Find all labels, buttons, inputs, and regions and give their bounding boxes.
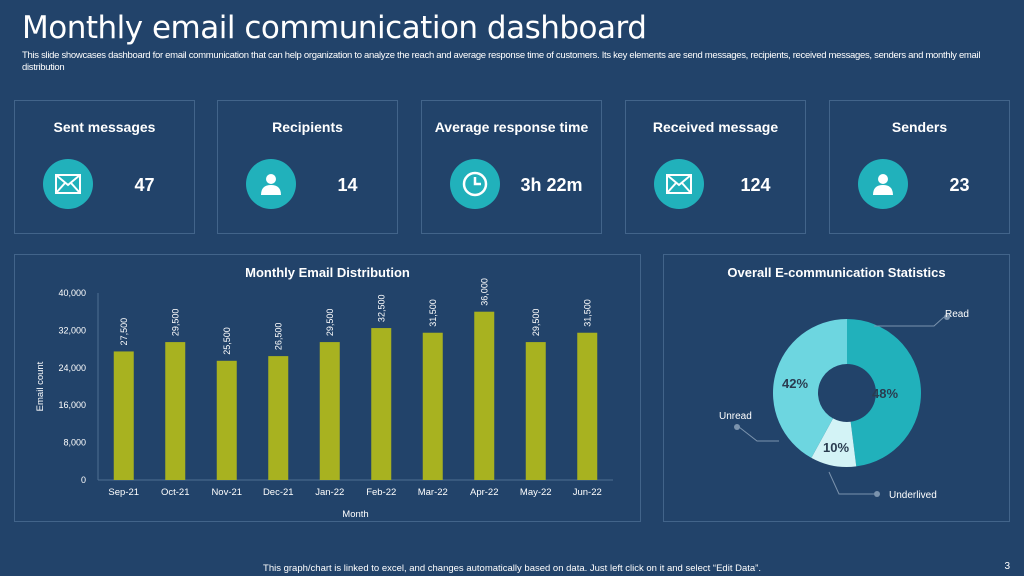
legend-label: Unread [719, 411, 752, 422]
page-subtitle: This slide showcases dashboard for email… [22, 50, 981, 73]
bar [113, 351, 134, 480]
kpi-card: Average response time 3h 22m [421, 100, 602, 234]
y-tick-label: 32,000 [58, 325, 86, 335]
legend-label: Underlived [889, 490, 937, 501]
slice-percent-label: 48% [872, 386, 898, 401]
donut-slice-underlived [811, 418, 857, 467]
x-tick-label: May-22 [520, 487, 552, 498]
data-label: 31,500 [428, 299, 438, 327]
data-label: 26,500 [273, 323, 283, 351]
leader-dot [944, 314, 950, 320]
kpi-card: Recipients 14 [217, 100, 398, 234]
kpi-label: Recipients [272, 119, 343, 135]
donut-slice-read [847, 319, 922, 467]
slice-percent-label: 42% [782, 376, 808, 391]
footer-note: This graph/chart is linked to excel, and… [263, 563, 761, 574]
x-tick-label: Apr-22 [470, 487, 499, 498]
data-label: 32,500 [376, 295, 386, 323]
bar [422, 332, 443, 480]
envelope-icon [654, 159, 704, 209]
user-icon [858, 159, 908, 209]
bar [268, 356, 289, 480]
page-title: Monthly email communication dashboard [22, 10, 647, 46]
y-tick-label: 24,000 [58, 363, 86, 373]
y-tick-label: 8,000 [63, 438, 86, 448]
x-tick-label: Mar-22 [418, 487, 448, 498]
data-label: 29,500 [531, 309, 541, 337]
bar [319, 342, 340, 480]
kpi-label: Average response time [434, 119, 589, 135]
x-tick-label: Oct-21 [161, 487, 190, 498]
data-label: 31,500 [582, 299, 592, 327]
kpi-value: 23 [949, 175, 970, 195]
leader-dot [874, 491, 880, 497]
data-label: 29,500 [325, 309, 335, 337]
y-tick-label: 16,000 [58, 400, 86, 410]
y-axis-title: Email count [35, 361, 46, 411]
envelope-icon [43, 159, 93, 209]
data-label: 25,500 [222, 327, 232, 355]
kpi-label: Senders [891, 119, 948, 135]
bar-chart: 0 8,000 16,000 24,000 32,000 40,000 27,500 Sep-… [35, 278, 613, 520]
page-number: 3 [1004, 561, 1010, 572]
donut-slice-unread [773, 319, 847, 458]
y-tick-label: 40,000 [58, 288, 86, 298]
bar [165, 342, 186, 480]
x-tick-label: Sep-21 [108, 487, 139, 498]
donut-chart-panel[interactable]: Overall E-communication Statistics 48% 10… [663, 254, 1010, 522]
bar [371, 328, 392, 480]
bar-chart-panel[interactable]: Monthly Email Distribution 0 8,000 16,000 2… [14, 254, 641, 522]
bar [216, 360, 237, 480]
leader-line [738, 426, 779, 442]
x-tick-label: Nov-21 [211, 487, 242, 498]
donut-chart-title: Overall E-communication Statistics [727, 265, 946, 280]
bar-chart-title: Monthly Email Distribution [245, 265, 410, 280]
data-label: 29,500 [170, 309, 180, 337]
leader-dot [734, 424, 740, 430]
kpi-card: Senders 23 [829, 100, 1010, 234]
kpi-label: Received message [652, 119, 779, 135]
x-axis-title: Month [342, 509, 368, 520]
kpi-label: Sent messages [53, 119, 156, 135]
kpi-value: 14 [337, 175, 358, 195]
donut-chart: 48% 10% 42% Read Underlived Unread [719, 309, 969, 501]
bar [474, 311, 495, 480]
x-tick-label: Jun-22 [573, 487, 602, 498]
kpi-value: 47 [134, 175, 155, 195]
bar [577, 332, 598, 480]
kpi-value: 3h 22m [520, 175, 583, 195]
kpi-card: Sent messages 47 [14, 100, 195, 234]
kpi-card: Received message 124 [625, 100, 806, 234]
bar [525, 342, 546, 480]
legend-label: Read [945, 309, 969, 320]
user-icon [246, 159, 296, 209]
x-tick-label: Feb-22 [366, 487, 396, 498]
slice-percent-label: 10% [823, 440, 849, 455]
data-label: 27,500 [119, 318, 129, 346]
leader-line [828, 471, 874, 495]
y-tick-label: 0 [81, 475, 86, 485]
kpi-value: 124 [740, 175, 771, 195]
data-label: 36,000 [479, 278, 489, 306]
leader-line [874, 316, 945, 327]
clock-icon [450, 159, 500, 209]
x-tick-label: Jan-22 [315, 487, 344, 498]
x-tick-label: Dec-21 [263, 487, 294, 498]
